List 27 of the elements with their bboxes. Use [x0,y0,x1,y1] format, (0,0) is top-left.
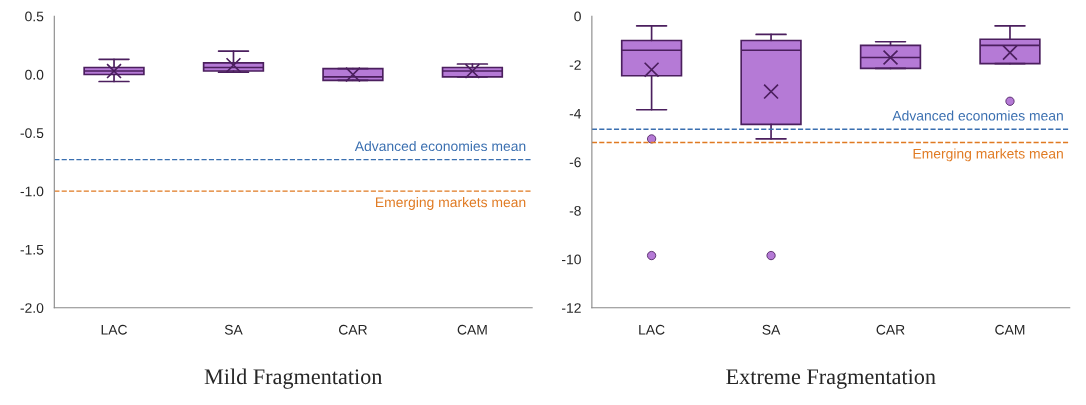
y-tick-label: -0.5 [20,128,44,139]
y-tick-label: 0.0 [25,69,44,80]
ref-line-label: Advanced economies mean [354,140,526,152]
y-tick-label: 0 [574,11,581,22]
ref-line-label: Advanced economies mean [892,110,1063,121]
y-tick-label: -12 [562,303,581,313]
y-tick-label: -2 [569,60,581,70]
y-tick-label: 0.5 [25,11,44,22]
y-tick-label: -1.0 [20,186,44,197]
x-tick-label: LAC [639,324,665,335]
y-tick-label: -10 [562,254,581,265]
x-tick-label: CAM [995,324,1025,335]
ref-line-label: Emerging markets mean [376,196,526,210]
x-tick-label: CAR [876,324,905,335]
x-tick-label: CAM [457,324,487,335]
x-tick-label: SA [224,324,243,335]
y-tick-label: -1.5 [20,244,44,255]
x-tick-label: LAC [101,324,128,335]
y-tick-label: -4 [569,108,582,119]
y-tick-label: -2.0 [20,303,44,313]
ref-line-label: Emerging markets mean [913,148,1063,162]
x-tick-label: CAR [338,324,367,335]
text: Extreme Fragmentation [726,369,936,389]
y-tick-label: -6 [569,157,581,168]
y-tick-label: -8 [569,205,581,216]
text: Mild Fragmentation [204,368,383,389]
x-tick-label: SA [762,324,781,335]
